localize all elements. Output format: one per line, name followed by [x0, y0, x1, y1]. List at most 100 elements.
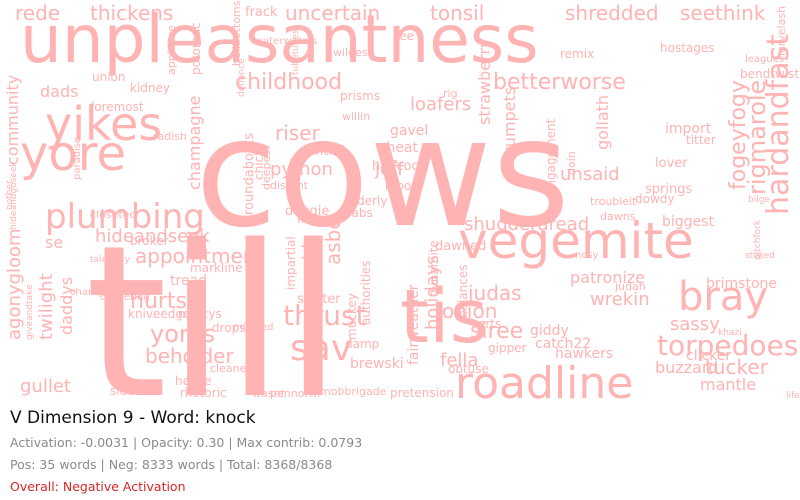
- cloud-word: dawns: [600, 210, 636, 223]
- cloud-word: roundabouts: [242, 133, 257, 215]
- cloud-word: appointment: [135, 244, 263, 268]
- info-panel: V Dimension 9 - Word: knock Activation: …: [10, 406, 790, 497]
- cloud-word: judas: [467, 281, 522, 305]
- cloud-word: wasnt: [252, 387, 285, 400]
- cloud-word: cows: [195, 87, 570, 261]
- cloud-word: patronize: [570, 268, 645, 287]
- cloud-word: tucker: [705, 355, 769, 379]
- cloud-word: hawkers: [555, 346, 613, 362]
- cloud-word: clicker: [686, 348, 731, 364]
- cloud-word: deepest: [260, 145, 273, 190]
- cloud-word: dynamite: [427, 240, 441, 297]
- cloud-word: pennorth: [270, 387, 320, 400]
- cloud-word: mercys: [178, 307, 222, 321]
- cloud-word: vegemite: [458, 212, 694, 270]
- cloud-word: hardandfast: [761, 34, 796, 215]
- cloud-word: hideandgoseek: [9, 161, 19, 230]
- cloud-word: delivering: [100, 292, 150, 303]
- cloud-word: lifes: [786, 391, 800, 401]
- cloud-word: catch22: [535, 336, 591, 352]
- cloud-word: hence: [175, 374, 212, 388]
- cloud-word: giveandtake: [25, 284, 35, 340]
- cloud-word: bellbottoms: [230, 0, 243, 66]
- cloud-word: closeted: [90, 208, 136, 221]
- cloud-word: titter: [686, 133, 716, 147]
- cloud-word: shredded: [565, 1, 659, 25]
- cloud-word: bilge: [748, 195, 770, 205]
- cloud-word: rigmarole: [743, 80, 771, 195]
- cloud-word: tread: [170, 273, 207, 289]
- cloud-word: hurts: [130, 289, 187, 314]
- cloud-word: goliath: [593, 95, 612, 150]
- cloud-word: kniveedge: [128, 307, 190, 321]
- cloud-word: defiance: [237, 58, 247, 97]
- cloud-word: riser: [275, 121, 321, 145]
- word-cloud: cows till unpleasantness tis vegemite roadlin…: [3, 0, 800, 404]
- cloud-word: muckey: [345, 293, 359, 340]
- cloud-word: cleaned: [210, 362, 253, 375]
- dimension-title: V Dimension 9 - Word: knock: [10, 408, 256, 428]
- cloud-word: trumpets: [500, 87, 519, 160]
- cloud-word: distant: [270, 179, 309, 192]
- cloud-word: champions: [70, 287, 125, 298]
- cloud-word: remix: [560, 47, 594, 61]
- cloud-word: loafers: [410, 94, 471, 115]
- cloud-word: brimstone: [706, 276, 777, 292]
- cloud-word: nother: [5, 180, 15, 210]
- cloud-word: rapid: [299, 244, 320, 290]
- cloud-word: lover: [655, 156, 688, 171]
- cloud-word: yikes: [45, 97, 162, 151]
- cloud-word: rede: [15, 1, 60, 25]
- cloud-word: springs: [645, 182, 692, 197]
- cloud-word: sidenote: [110, 384, 162, 398]
- cloud-word: troubleit: [590, 195, 637, 208]
- cloud-word: yore: [20, 126, 126, 182]
- cloud-word: central: [300, 144, 345, 159]
- cloud-word: nervelash: [775, 6, 788, 60]
- cloud-word: rhetoric: [180, 386, 227, 400]
- cloud-word: applause: [165, 25, 178, 75]
- word-count-stats: Pos: 35 words | Neg: 8333 words | Total:…: [10, 457, 333, 472]
- cloud-word: potomac: [189, 22, 203, 75]
- cloud-word: khazi: [718, 328, 742, 338]
- cloud-word: daddys: [57, 277, 76, 335]
- cloud-word: thrust: [283, 299, 367, 332]
- cloud-word: dawned: [435, 239, 486, 254]
- cloud-word: till: [85, 200, 342, 404]
- cloud-word: balances: [456, 265, 470, 319]
- cloud-word: arts: [478, 317, 501, 331]
- cloud-word: siree: [470, 319, 523, 344]
- cloud-word: pitchfork: [753, 219, 763, 260]
- cloud-word: dropsy: [212, 321, 253, 335]
- cloud-word: judah: [614, 280, 646, 293]
- cloud-word: giddy: [530, 323, 569, 339]
- cloud-word: hostages: [660, 41, 715, 55]
- cloud-word: foremost: [90, 100, 144, 114]
- cloud-word: unsaid: [560, 164, 620, 185]
- activation-stats: Activation: -0.0031 | Opacity: 0.30 | Ma…: [10, 435, 363, 450]
- cloud-word: champagne: [185, 96, 204, 190]
- cloud-word: invent: [297, 212, 338, 227]
- cloud-word: community: [3, 75, 22, 165]
- cloud-word: yorks: [150, 320, 215, 348]
- cloud-word: twilight: [36, 273, 57, 340]
- cloud-word: tis: [400, 274, 488, 360]
- cloud-word: moola: [385, 179, 422, 193]
- cloud-word: betterworse: [493, 70, 626, 95]
- cloud-word: chick: [252, 149, 266, 180]
- cloud-word: halfcock: [372, 159, 427, 174]
- cloud-word: hideandseek: [95, 226, 210, 247]
- cloud-word: radish: [153, 130, 187, 143]
- cloud-word: union: [92, 70, 126, 84]
- cloud-word: fella: [440, 350, 478, 371]
- cloud-word: dowdy: [635, 192, 675, 206]
- cloud-word: paradise: [72, 137, 83, 180]
- cloud-word: onion: [442, 299, 497, 323]
- cloud-word: bendtwist: [740, 67, 799, 81]
- cloud-word: strawberry: [475, 39, 494, 125]
- cloud-word: fee: [395, 29, 414, 43]
- cloud-word: leagues: [745, 54, 784, 65]
- cloud-word: kidney: [130, 81, 170, 95]
- cloud-word: tubetubes: [291, 29, 301, 75]
- cloud-word: gullet: [20, 376, 71, 397]
